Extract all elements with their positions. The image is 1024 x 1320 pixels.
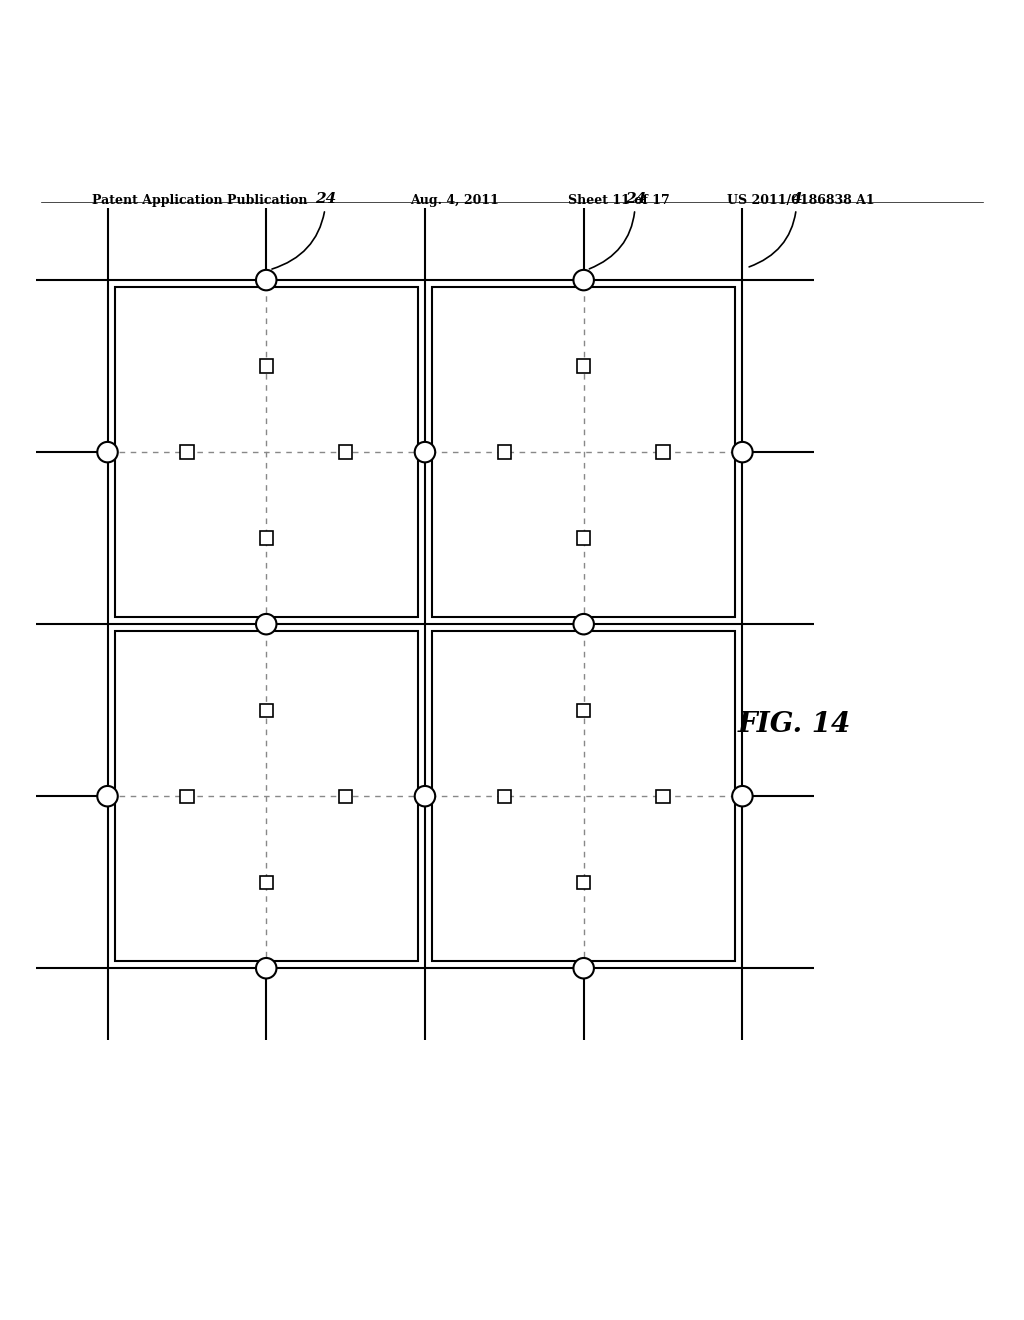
Text: 24: 24 [590,193,646,269]
FancyBboxPatch shape [260,875,272,888]
FancyBboxPatch shape [260,704,272,717]
FancyBboxPatch shape [339,789,352,803]
Circle shape [573,614,594,635]
Circle shape [732,785,753,807]
FancyBboxPatch shape [578,359,590,372]
FancyBboxPatch shape [115,631,418,961]
Circle shape [97,785,118,807]
FancyBboxPatch shape [432,288,735,616]
Circle shape [573,269,594,290]
FancyBboxPatch shape [260,359,272,372]
FancyBboxPatch shape [578,875,590,888]
Text: 4: 4 [750,193,802,267]
FancyBboxPatch shape [578,532,590,545]
Text: Patent Application Publication: Patent Application Publication [92,194,307,207]
Circle shape [732,442,753,462]
FancyBboxPatch shape [578,704,590,717]
Circle shape [415,442,435,462]
FancyBboxPatch shape [339,445,352,459]
Circle shape [256,269,276,290]
Circle shape [256,614,276,635]
Text: US 2011/0186838 A1: US 2011/0186838 A1 [727,194,874,207]
Circle shape [256,958,276,978]
Text: FIG. 14: FIG. 14 [737,710,851,738]
FancyBboxPatch shape [180,789,194,803]
FancyBboxPatch shape [498,445,511,459]
Text: Aug. 4, 2011: Aug. 4, 2011 [410,194,499,207]
Circle shape [97,442,118,462]
Text: 24: 24 [272,193,337,269]
FancyBboxPatch shape [656,789,670,803]
Circle shape [573,958,594,978]
FancyBboxPatch shape [115,288,418,616]
Circle shape [415,785,435,807]
FancyBboxPatch shape [498,789,511,803]
FancyBboxPatch shape [432,631,735,961]
FancyBboxPatch shape [180,445,194,459]
FancyBboxPatch shape [656,445,670,459]
Text: Sheet 11 of 17: Sheet 11 of 17 [568,194,670,207]
FancyBboxPatch shape [260,532,272,545]
